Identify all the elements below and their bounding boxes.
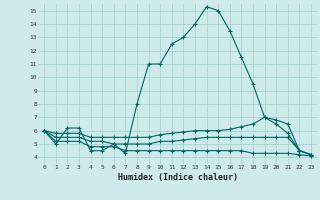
X-axis label: Humidex (Indice chaleur): Humidex (Indice chaleur) xyxy=(118,173,238,182)
